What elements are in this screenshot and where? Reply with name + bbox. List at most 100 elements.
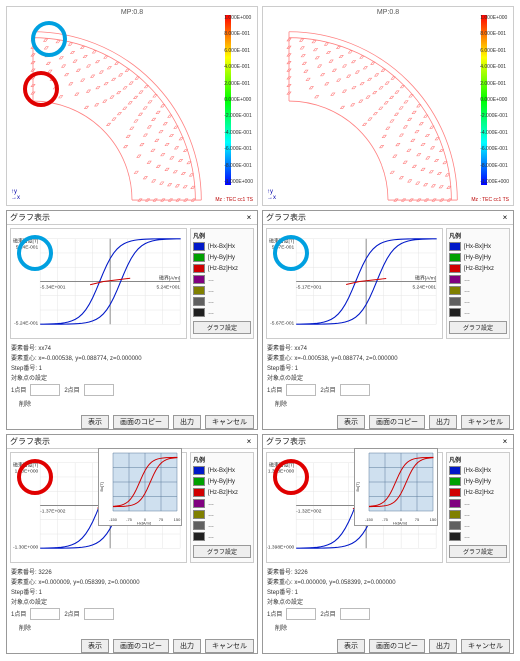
output-button[interactable]: 出力 — [173, 415, 201, 429]
legend-label: [Hx-Bx]Hx — [208, 468, 235, 474]
step-label: Step番号: 1 — [11, 587, 253, 596]
point2-field[interactable] — [84, 608, 114, 620]
legend-header: 凡例 — [193, 455, 251, 464]
copy-button[interactable]: 画面のコピー — [113, 415, 169, 429]
delete-button[interactable]: 削除 — [267, 622, 295, 633]
dialog-title: グラフ表示 — [10, 436, 50, 447]
legend-item: … — [449, 286, 507, 295]
close-icon[interactable]: × — [244, 437, 254, 447]
close-icon[interactable]: × — [500, 437, 510, 447]
legend-item: … — [193, 275, 251, 284]
colorbar: 1.000E+0008.000E-0016.000E-0014.000E-001… — [225, 15, 253, 185]
legend-header: 凡例 — [193, 231, 251, 240]
delete-button[interactable]: 削除 — [11, 622, 39, 633]
sim-title: MP:0.8 — [121, 9, 143, 16]
graph-settings-button[interactable]: グラフ設定 — [449, 321, 507, 334]
legend-item: … — [449, 297, 507, 306]
target-settings-label: 対象点の設定 — [11, 373, 253, 382]
legend-swatch — [449, 286, 461, 295]
legend-item: [Hz-Bz]Hxz — [193, 488, 251, 497]
legend-item: [Hy-By]Hy — [193, 253, 251, 262]
point1-field[interactable] — [286, 608, 316, 620]
svg-text:-75: -75 — [382, 517, 389, 522]
point1-field[interactable] — [30, 384, 60, 396]
legend-swatch — [193, 297, 205, 306]
dialog-panel: グラフ表示 × 磁束密度[T]5.67E-001-5.67E-001磁界[A/m… — [262, 210, 514, 430]
output-button[interactable]: 出力 — [173, 639, 201, 653]
legend-label: [Hx-Bx]Hx — [464, 244, 491, 250]
svg-text:-5.67E-001: -5.67E-001 — [270, 320, 294, 326]
axis-indicator: ↑y→x — [267, 189, 276, 201]
legend-label: … — [464, 288, 470, 294]
legend-swatch — [449, 264, 461, 273]
axis-indicator: ↑y→x — [11, 189, 20, 201]
output-button[interactable]: 出力 — [429, 415, 457, 429]
coord-label: 要素重心: x=0.000009, y=0.058399, z=0.000000 — [11, 577, 253, 586]
colorbar-ticks: 1.000E+0008.000E-0016.000E-0014.000E-001… — [480, 15, 509, 185]
legend: 凡例 [Hx-Bx]Hx [Hy-By]Hy [Hz-Bz]Hxz — [190, 452, 254, 563]
svg-text:磁界[A/m]: 磁界[A/m] — [415, 275, 436, 282]
legend-label: … — [464, 501, 470, 507]
legend-swatch — [449, 308, 461, 317]
point2-field[interactable] — [340, 608, 370, 620]
legend-label: [Hz-Bz]Hxz — [208, 266, 238, 272]
legend-label: … — [208, 523, 214, 529]
svg-text:Hx[A/m]: Hx[A/m] — [393, 520, 407, 525]
cancel-button[interactable]: キャンセル — [461, 639, 510, 653]
cancel-button[interactable]: キャンセル — [205, 639, 254, 653]
copy-button[interactable]: 画面のコピー — [113, 639, 169, 653]
dialog-panel: グラフ表示 × 磁束密度[T]5.24E-001-5.24E-001磁界[A/m… — [6, 210, 258, 430]
sim-title: MP:0.8 — [377, 9, 399, 16]
copy-button[interactable]: 画面のコピー — [369, 415, 425, 429]
output-button[interactable]: 出力 — [429, 639, 457, 653]
legend: 凡例 [Hx-Bx]Hx [Hy-By]Hy [Hz-Bz]Hxz — [190, 228, 254, 339]
graph-settings-button[interactable]: グラフ設定 — [193, 545, 251, 558]
show-button[interactable]: 表示 — [337, 415, 365, 429]
chart-area: 磁束密度[T]5.67E-001-5.67E-001磁界[A/m]5.24E+0… — [266, 228, 443, 339]
legend-swatch — [193, 488, 205, 497]
legend: 凡例 [Hx-Bx]Hx [Hy-By]Hy [Hz-Bz]Hxz — [446, 228, 510, 339]
point2-field[interactable] — [340, 384, 370, 396]
svg-text:150: 150 — [430, 517, 437, 522]
delete-button[interactable]: 削除 — [267, 398, 295, 409]
delete-button[interactable]: 削除 — [11, 398, 39, 409]
legend-item: [Hx-Bx]Hx — [193, 242, 251, 251]
graph-settings-button[interactable]: グラフ設定 — [449, 545, 507, 558]
show-button[interactable]: 表示 — [81, 415, 109, 429]
legend-label: … — [464, 512, 470, 518]
svg-text:-5.24E-001: -5.24E-001 — [14, 320, 38, 326]
svg-text:5.24E+001: 5.24E+001 — [413, 284, 437, 290]
legend-swatch — [193, 510, 205, 519]
svg-text:Hx[A/m]: Hx[A/m] — [137, 520, 151, 525]
legend: 凡例 [Hx-Bx]Hx [Hy-By]Hy [Hz-Bz]Hxz — [446, 452, 510, 563]
dialog-panel: グラフ表示 × 磁束密度[T]1.398E+000-1.398E+000磁界[A… — [262, 434, 514, 654]
close-icon[interactable]: × — [244, 213, 254, 223]
cancel-button[interactable]: キャンセル — [205, 415, 254, 429]
colorbar-ticks: 1.000E+0008.000E-0016.000E-0014.000E-001… — [224, 15, 253, 185]
marker-circle — [17, 459, 53, 495]
svg-text:磁界[A/m]: 磁界[A/m] — [159, 275, 180, 282]
copy-button[interactable]: 画面のコピー — [369, 639, 425, 653]
sim-panel-right: MP:0.8 1.000E+0008.000E-0016.000E-0014.0… — [262, 6, 514, 206]
legend-label: … — [208, 310, 214, 316]
dialog-info: 要素番号: 3226 要素重心: x=0.000009, y=0.058399,… — [7, 566, 257, 636]
close-icon[interactable]: × — [500, 213, 510, 223]
legend-item: [Hx-Bx]Hx — [193, 466, 251, 475]
show-button[interactable]: 表示 — [81, 639, 109, 653]
legend-label: … — [208, 299, 214, 305]
legend-label: … — [464, 523, 470, 529]
graph-settings-button[interactable]: グラフ設定 — [193, 321, 251, 334]
show-button[interactable]: 表示 — [337, 639, 365, 653]
dialog-info: 要素番号: xx74 要素重心: x=-0.000538, y=0.088774… — [263, 342, 513, 412]
point1-field[interactable] — [286, 384, 316, 396]
point1-field[interactable] — [30, 608, 60, 620]
cancel-button[interactable]: キャンセル — [461, 415, 510, 429]
legend-label: [Hy-By]Hy — [208, 255, 235, 261]
legend-label: … — [464, 277, 470, 283]
legend-label: [Hy-By]Hy — [464, 479, 491, 485]
legend-swatch — [193, 286, 205, 295]
legend-label: … — [208, 501, 214, 507]
marker-circle — [31, 21, 67, 57]
sim-panel-left: MP:0.8 1.000E+0008.000E-0016.000E-0014.0… — [6, 6, 258, 206]
point2-field[interactable] — [84, 384, 114, 396]
